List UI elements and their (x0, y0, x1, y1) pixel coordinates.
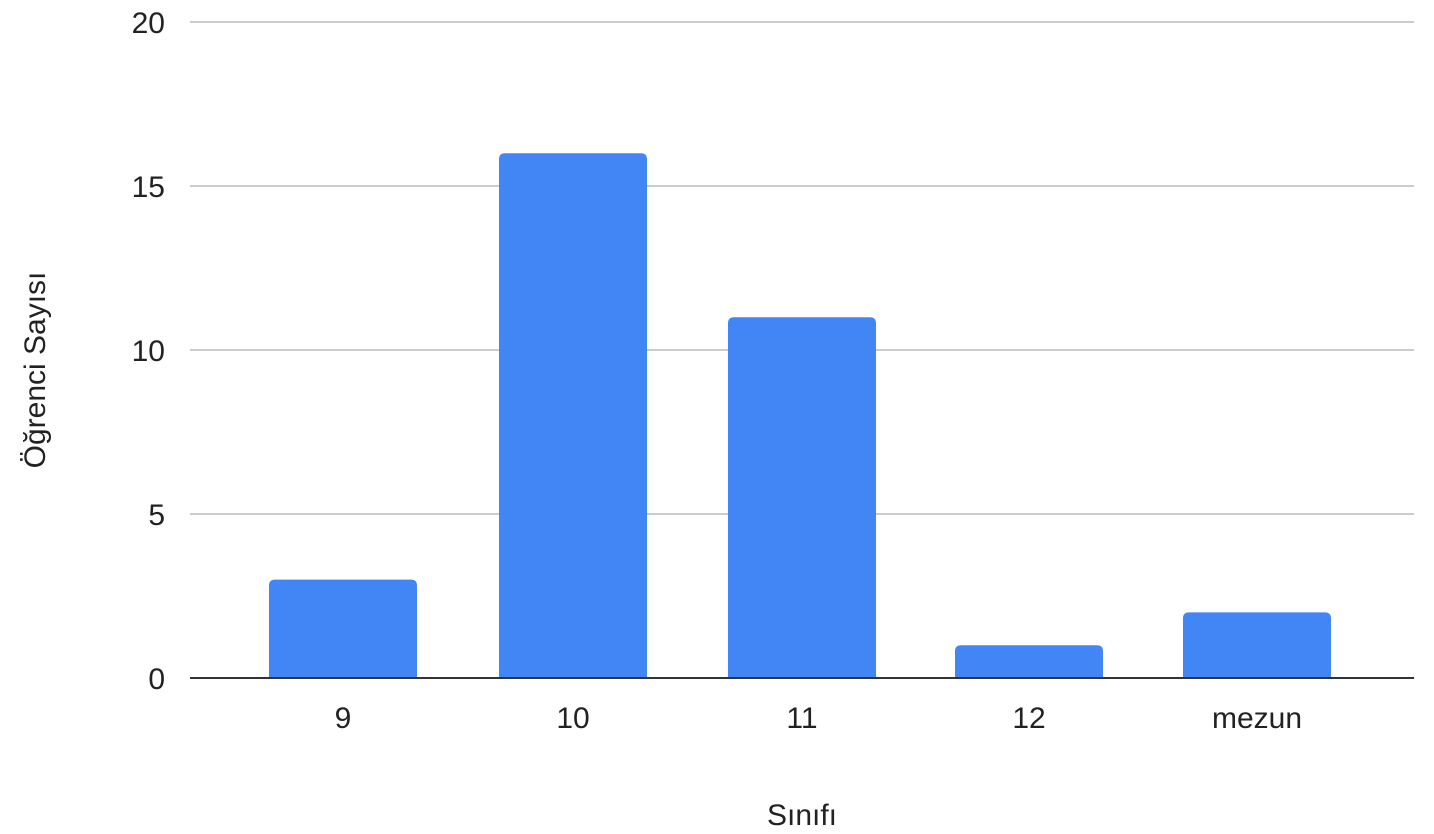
x-tick-label: mezun (1212, 702, 1302, 735)
bar-9 (269, 579, 417, 678)
bars (269, 153, 1331, 678)
y-tick-label: 20 (132, 7, 165, 40)
y-tick-label: 15 (132, 171, 165, 204)
y-axis-ticks: 0 5 10 15 20 (132, 7, 165, 696)
y-tick-label: 10 (132, 335, 165, 368)
x-tick-label: 9 (335, 702, 352, 735)
y-tick-label: 0 (148, 663, 165, 696)
y-tick-label: 5 (148, 499, 165, 532)
y-axis-title: Öğrenci Sayısı (19, 272, 52, 469)
bar-10 (499, 153, 647, 678)
x-tick-label: 12 (1012, 702, 1045, 735)
x-tick-label: 10 (556, 702, 589, 735)
bar-11 (728, 317, 876, 678)
bar-mezun (1183, 612, 1331, 678)
bar-12 (955, 645, 1103, 678)
x-axis-ticks: 9 10 11 12 mezun (335, 702, 1302, 735)
x-axis-title: Sınıfı (767, 799, 837, 832)
x-tick-label: 11 (786, 702, 817, 735)
